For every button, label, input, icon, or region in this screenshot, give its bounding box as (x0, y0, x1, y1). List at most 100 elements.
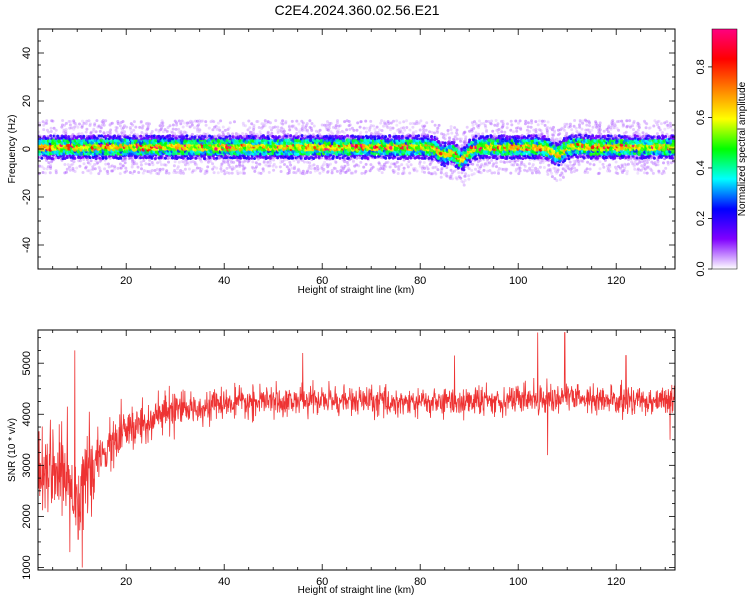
heatmap-cell (188, 137, 192, 141)
heatmap-cell (215, 166, 219, 170)
heatmap-cell (251, 141, 256, 146)
heatmap-cell (38, 164, 42, 168)
heatmap-cell (225, 155, 229, 159)
heatmap-cell (358, 156, 362, 160)
heatmap-cell (202, 137, 206, 141)
heatmap-cell (354, 169, 358, 173)
heatmap-cell (281, 119, 285, 123)
heatmap-cell (637, 123, 641, 127)
heatmap-cell (643, 162, 647, 166)
heatmap-cell (540, 132, 544, 136)
heatmap-cell (462, 183, 466, 187)
heatmap-cell (560, 171, 564, 175)
heatmap-cell (292, 135, 296, 139)
heatmap-cell (471, 123, 475, 127)
heatmap-cell (210, 135, 214, 139)
heatmap-cell (270, 137, 274, 141)
heatmap-cell (509, 119, 513, 123)
heatmap-cell (509, 171, 513, 175)
heatmap-cell (301, 172, 305, 175)
heatmap-cell (190, 123, 194, 127)
heatmap-cell (216, 138, 221, 143)
heatmap-cell (617, 134, 621, 138)
heatmap-cell (614, 160, 618, 164)
heatmap-cell (297, 167, 301, 171)
heatmap-cell (266, 132, 270, 136)
heatmap-cell (353, 170, 357, 174)
heatmap-cell (175, 123, 179, 127)
heatmap-cell (179, 130, 183, 134)
heatmap-cell (63, 157, 67, 160)
heatmap-cell (258, 130, 262, 134)
heatmap-cell (462, 168, 466, 172)
heatmap-cell (297, 122, 301, 126)
heatmap-cell (190, 135, 194, 139)
heatmap-cell (443, 137, 447, 141)
heatmap-cell (165, 169, 169, 173)
heatmap-cell (505, 135, 509, 139)
heatmap-cell (117, 133, 121, 137)
heatmap-cell (98, 169, 102, 173)
heatmap-cell (645, 161, 649, 164)
heatmap-cell (587, 128, 591, 132)
heatmap-cell (165, 129, 169, 133)
heatmap-cell (205, 135, 209, 138)
heatmap-cell (343, 160, 347, 164)
heatmap-cell (292, 171, 296, 174)
heatmap-cell (64, 170, 68, 174)
heatmap-cell (328, 121, 332, 125)
heatmap-cell (556, 168, 560, 172)
heatmap-cell (204, 132, 208, 136)
heatmap-cell (268, 161, 272, 165)
heatmap-cell (622, 169, 626, 172)
heatmap-cell (67, 165, 71, 169)
heatmap-cell (109, 164, 113, 168)
heatmap-cell (445, 166, 449, 169)
heatmap-cell (505, 167, 509, 171)
heatmap-cell (252, 124, 256, 127)
heatmap-cell (238, 161, 242, 165)
heatmap-cell (317, 132, 321, 136)
heatmap-cell (312, 163, 316, 167)
heatmap-cell (68, 126, 72, 130)
heatmap-cell (329, 162, 332, 166)
heatmap-cell (40, 156, 44, 160)
spectrogram-ylabel: Frequency (Hz) (7, 115, 18, 184)
heatmap-cell (256, 158, 260, 161)
heatmap-cell (526, 121, 530, 125)
heatmap-cell (625, 169, 629, 173)
heatmap-cell (45, 121, 49, 125)
heatmap-cell (336, 130, 340, 134)
heatmap-cell (578, 119, 582, 122)
heatmap-cell (267, 170, 271, 174)
heatmap-cell (259, 171, 263, 175)
heatmap-cell (263, 124, 267, 128)
heatmap-cell (72, 119, 76, 123)
heatmap-cell (47, 161, 51, 165)
heatmap-cell (100, 123, 104, 127)
heatmap-cell (648, 126, 652, 130)
heatmap-cell (628, 119, 632, 123)
heatmap-cell (474, 167, 477, 171)
heatmap-cell (131, 158, 134, 162)
heatmap-cell (261, 125, 265, 129)
heatmap-cell (559, 163, 563, 167)
heatmap-cell (316, 168, 320, 172)
heatmap-cell (95, 119, 99, 123)
heatmap-cell (272, 158, 276, 162)
heatmap-cell (71, 168, 75, 172)
heatmap-cell (72, 134, 76, 138)
heatmap-cell (210, 119, 214, 123)
heatmap-cell (281, 160, 284, 164)
heatmap-cell (322, 167, 326, 171)
heatmap-cell (212, 136, 215, 140)
heatmap-cell (134, 125, 138, 129)
heatmap-cell (109, 128, 113, 132)
heatmap-cell (211, 167, 215, 171)
heatmap-cell (268, 159, 272, 162)
heatmap-cell (84, 122, 88, 126)
heatmap-cell (197, 130, 201, 134)
spectrogram-x-tick-label: 120 (607, 275, 625, 287)
heatmap-cell (548, 167, 552, 171)
heatmap-cell (334, 167, 338, 171)
